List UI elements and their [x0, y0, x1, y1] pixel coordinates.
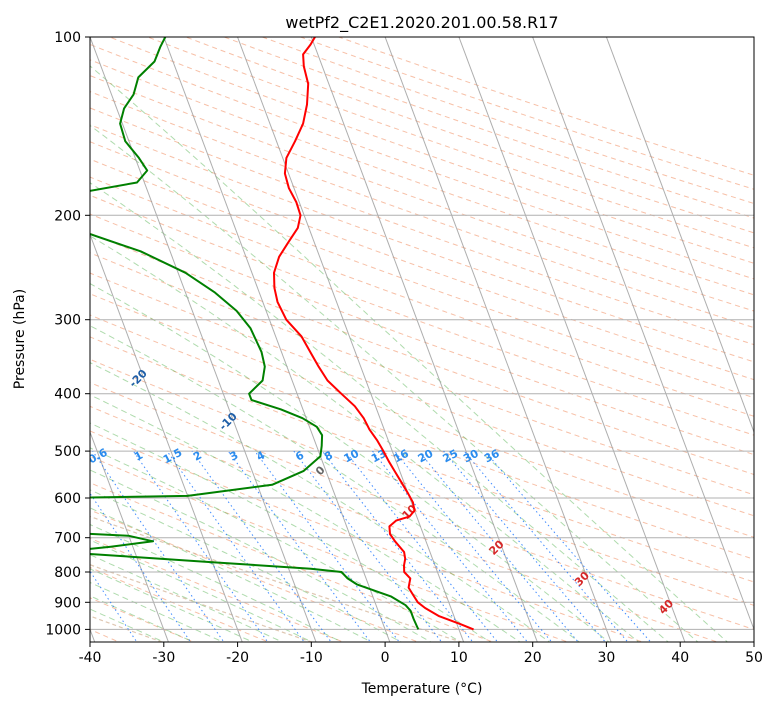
mixing-ratio-line: [90, 492, 192, 642]
dry-adiabat-line: [90, 252, 754, 496]
y-axis-title: Pressure (hPa): [12, 289, 28, 389]
x-tick-label: 30: [597, 650, 615, 666]
mixing-ratio-line: [254, 450, 400, 642]
axes: -40 -30 -20 -10 0 10 20 30 40 50 1000 900 800 700 600 5…: [45, 30, 763, 666]
dry-adiabat-line: [90, 124, 754, 363]
x-tick-label: 10: [450, 650, 468, 666]
y-tick-label: 700: [54, 531, 81, 547]
y-tick-label: 800: [54, 565, 81, 581]
mixing-ratio-label: 10: [342, 447, 362, 466]
mixing-ratio-label: 20: [416, 447, 436, 466]
mixing-ratio-line: [484, 450, 652, 642]
mixing-ratio-label: 16: [391, 447, 411, 466]
dry-adiabat-line: [90, 91, 754, 329]
isotherm-line: [90, 37, 317, 642]
dry-adiabat-line: [90, 314, 754, 560]
x-tick-label: -20: [226, 650, 249, 666]
y-tick-label: 600: [54, 491, 81, 507]
isotherm-line: [458, 37, 686, 642]
mixing-ratio-line: [418, 450, 579, 642]
isotherm-line: [384, 37, 612, 642]
x-tick-label: -40: [79, 650, 102, 666]
mixing-ratio-line: [92, 450, 225, 642]
y-tick-label: 400: [54, 387, 81, 403]
dry-adiabat-line: [90, 381, 754, 630]
x-tick-label: 40: [671, 650, 689, 666]
isotherm-line: [163, 37, 391, 642]
mixing-ratio-line: [191, 450, 332, 642]
mixing-ratio-line: [463, 450, 629, 642]
y-tick-label: 300: [54, 313, 81, 329]
y-tick-label: 500: [54, 444, 81, 460]
x-tick-label: -10: [300, 650, 323, 666]
dry-adiabat-line: [90, 141, 754, 381]
x-axis-title: Temperature (°C): [361, 681, 483, 697]
y-tick-label: 200: [54, 208, 81, 224]
mixing-ratio-line: [90, 570, 138, 642]
isotherm-line: [310, 37, 538, 642]
dry-adiabat-line: [90, 194, 754, 436]
isotherm-line: [605, 37, 754, 434]
x-tick-label: 0: [381, 650, 390, 666]
dewpoint-line: [90, 37, 420, 630]
isotherm-line: [90, 233, 243, 642]
dry-adiabat-line: [90, 232, 754, 475]
y-tick-label: 1000: [45, 622, 81, 638]
mixing-ratio-line: [293, 450, 443, 642]
mixing-ratio-label: 36: [482, 447, 502, 466]
y-tick-label: 900: [54, 595, 81, 611]
x-tick-label: 20: [524, 650, 542, 666]
chart-title: wetPf2_C2E1.2020.201.00.58.R17: [285, 13, 558, 33]
isotherm-line: [236, 37, 465, 642]
mixing-ratio-line: [443, 450, 606, 642]
plot-frame: [89, 36, 755, 643]
isotherm-line: [90, 430, 169, 642]
isotherm-line: [532, 37, 754, 631]
moist-adiabat-line: [90, 283, 610, 642]
mixing-ratio-line: [322, 450, 474, 642]
mixing-ratio-label: 30: [461, 447, 481, 466]
dry-adiabat-line: [90, 293, 754, 538]
mixing-ratio-label: 25: [441, 447, 461, 466]
moist-adiabat-line: [90, 422, 492, 642]
mixing-ratio-line: [394, 450, 553, 642]
grid-lines: [90, 37, 754, 642]
y-tick-label: 100: [54, 30, 81, 46]
moist-adiabat-line: [90, 325, 581, 642]
temperature-line: [273, 37, 474, 631]
sounding-series: [90, 37, 474, 631]
x-tick-label: -30: [152, 650, 175, 666]
dry-adiabat-line: [90, 75, 754, 312]
x-tick-label: 50: [745, 650, 763, 666]
dry-adiabat-line: [90, 176, 754, 417]
dry-adiabat-line: [90, 43, 754, 280]
